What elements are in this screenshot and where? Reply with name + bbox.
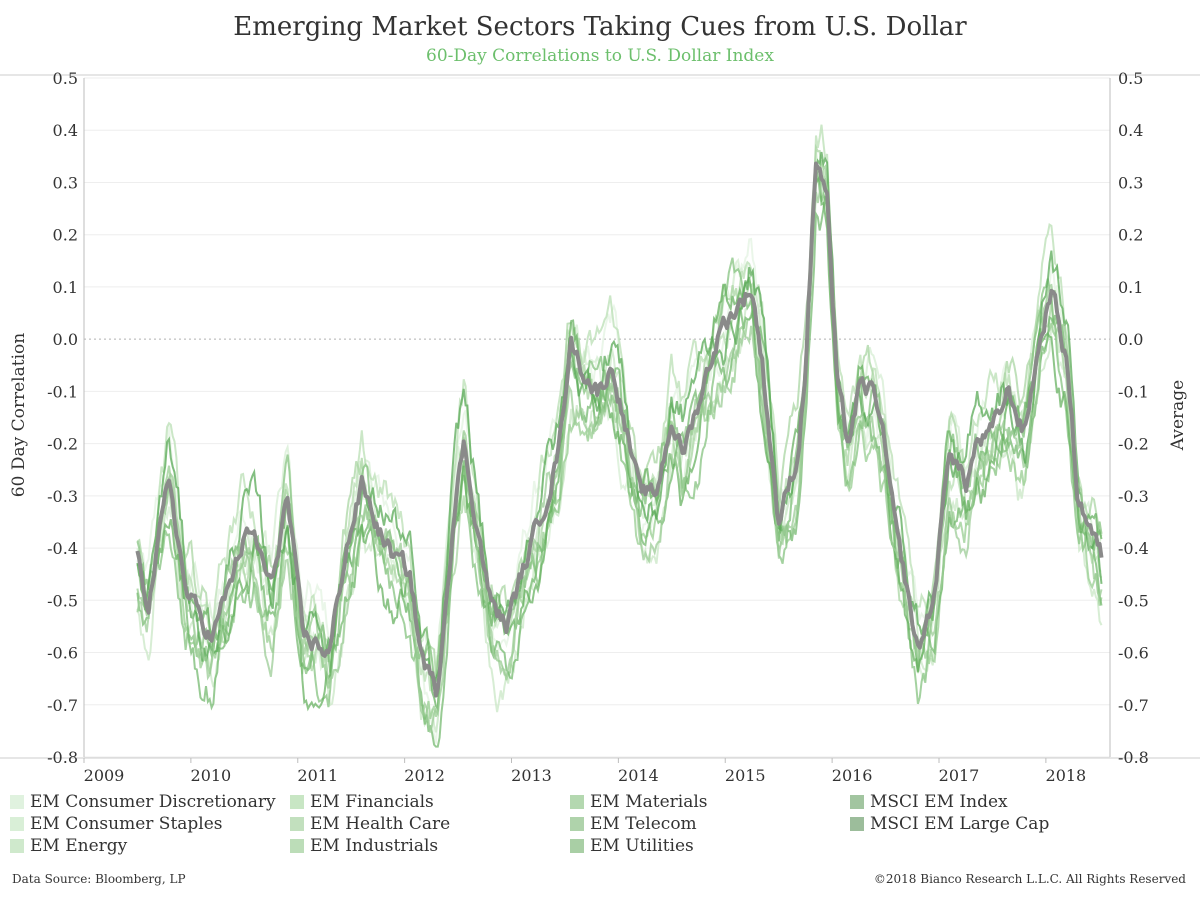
x-tick-label: 2015 <box>725 766 766 785</box>
y-tick-label-right: -0.1 <box>1118 382 1149 401</box>
y-tick-label-left: 0.1 <box>53 278 78 297</box>
legend-item: EM Health Care <box>290 814 450 834</box>
x-tick-label: 2018 <box>1046 766 1087 785</box>
y-tick-label-left: -0.7 <box>47 696 78 715</box>
y-tick-label-right: -0.4 <box>1118 539 1149 558</box>
legend-item: EM Consumer Staples <box>10 814 223 834</box>
legend-item: MSCI EM Large Cap <box>850 814 1049 834</box>
y-tick-label-right: 0.3 <box>1118 173 1143 192</box>
y-tick-label-right: -0.8 <box>1118 748 1149 767</box>
legend-label: MSCI EM Large Cap <box>870 814 1050 834</box>
y-axis-title-left: 60 Day Correlation <box>9 333 29 497</box>
y-tick-label-right: 0.2 <box>1118 226 1143 245</box>
y-tick-label-left: -0.3 <box>47 487 78 506</box>
legend-swatch <box>10 839 24 853</box>
legend-item: EM Consumer Discretionary <box>10 792 276 812</box>
legend-swatch <box>850 795 864 809</box>
legend-label: EM Consumer Discretionary <box>30 792 276 812</box>
legend-item: EM Materials <box>570 792 708 812</box>
y-tick-label-right: 0.5 <box>1118 69 1143 88</box>
legend-swatch <box>290 795 304 809</box>
legend-item: EM Utilities <box>570 836 694 856</box>
y-tick-label-left: 0.5 <box>53 69 78 88</box>
legend-label: MSCI EM Index <box>870 792 1008 812</box>
axes <box>0 74 1200 759</box>
y-axis-title-right: Average <box>1168 380 1188 451</box>
y-tick-label-left: 0.4 <box>53 121 78 140</box>
x-tick-labels: 2009 2010 2011 2012 2013 2014 2015 2016 2017 2018 <box>83 758 1087 785</box>
chart-subtitle: 60-Day Correlations to U.S. Dollar Index <box>426 46 774 66</box>
legend-swatch <box>570 817 584 831</box>
y-tick-label-left: -0.1 <box>47 382 78 401</box>
y-tick-label-left: -0.6 <box>47 644 78 663</box>
series-line-average <box>135 161 1104 698</box>
chart-title: Emerging Market Sectors Taking Cues from… <box>233 12 967 42</box>
legend-label: EM Energy <box>30 836 128 856</box>
y-tick-label-right: 0.0 <box>1118 330 1143 349</box>
y-tick-label-left: -0.8 <box>47 748 78 767</box>
y-tick-label-right: -0.6 <box>1118 644 1149 663</box>
legend-swatch <box>570 839 584 853</box>
x-tick-label: 2014 <box>618 766 659 785</box>
y-tick-label-left: 0.0 <box>53 330 78 349</box>
y-tick-label-left: -0.5 <box>47 591 78 610</box>
copyright: ©2018 Bianco Research L.L.C. All Rights … <box>873 872 1186 886</box>
x-tick-label: 2013 <box>511 766 552 785</box>
legend-swatch <box>10 817 24 831</box>
legend-label: EM Telecom <box>590 814 697 834</box>
y-tick-label-right: 0.4 <box>1118 121 1143 140</box>
y-tick-label-right: 0.1 <box>1118 278 1143 297</box>
x-tick-label: 2011 <box>297 766 338 785</box>
x-tick-label: 2009 <box>84 766 125 785</box>
y-tick-labels-left: 0.5 0.4 0.3 0.2 0.1 0.0 -0.1 -0.2 -0.3 -0.4 -0.5 -0… <box>47 69 78 767</box>
legend-item: EM Telecom <box>570 814 697 834</box>
series-line-em-telecom <box>136 195 1103 748</box>
legend-item: EM Financials <box>290 792 434 812</box>
y-tick-label-right: -0.5 <box>1118 591 1149 610</box>
y-tick-label-right: -0.3 <box>1118 487 1149 506</box>
x-tick-label: 2016 <box>832 766 873 785</box>
y-tick-label-right: -0.7 <box>1118 696 1149 715</box>
legend-label: EM Industrials <box>310 836 439 856</box>
y-tick-label-left: 0.3 <box>53 173 78 192</box>
legend-swatch <box>570 795 584 809</box>
legend: EM Consumer Discretionary EM Consumer Sta… <box>10 792 1190 862</box>
legend-swatch <box>290 839 304 853</box>
x-tick-label: 2017 <box>939 766 980 785</box>
data-source: Data Source: Bloomberg, LP <box>12 872 186 886</box>
x-tick-label: 2012 <box>404 766 445 785</box>
average-line <box>135 161 1104 698</box>
legend-item: EM Industrials <box>290 836 438 856</box>
legend-swatch <box>290 817 304 831</box>
series-lines <box>136 124 1103 748</box>
y-tick-label-left: -0.2 <box>47 435 78 454</box>
legend-label: EM Materials <box>590 792 708 812</box>
legend-swatch <box>10 795 24 809</box>
y-tick-label-right: -0.2 <box>1118 435 1149 454</box>
legend-swatch <box>850 817 864 831</box>
x-tick-label: 2010 <box>191 766 232 785</box>
legend-item: MSCI EM Index <box>850 792 1008 812</box>
legend-label: EM Utilities <box>590 836 694 856</box>
y-tick-label-left: -0.4 <box>47 539 78 558</box>
legend-item: EM Energy <box>10 836 127 856</box>
y-tick-label-left: 0.2 <box>53 226 78 245</box>
legend-label: EM Health Care <box>310 814 451 834</box>
legend-label: EM Consumer Staples <box>30 814 223 834</box>
legend-label: EM Financials <box>310 792 434 812</box>
y-tick-labels-right: 0.5 0.4 0.3 0.2 0.1 0.0 -0.1 -0.2 -0.3 -0.4 -0.5 -0… <box>1118 69 1149 767</box>
